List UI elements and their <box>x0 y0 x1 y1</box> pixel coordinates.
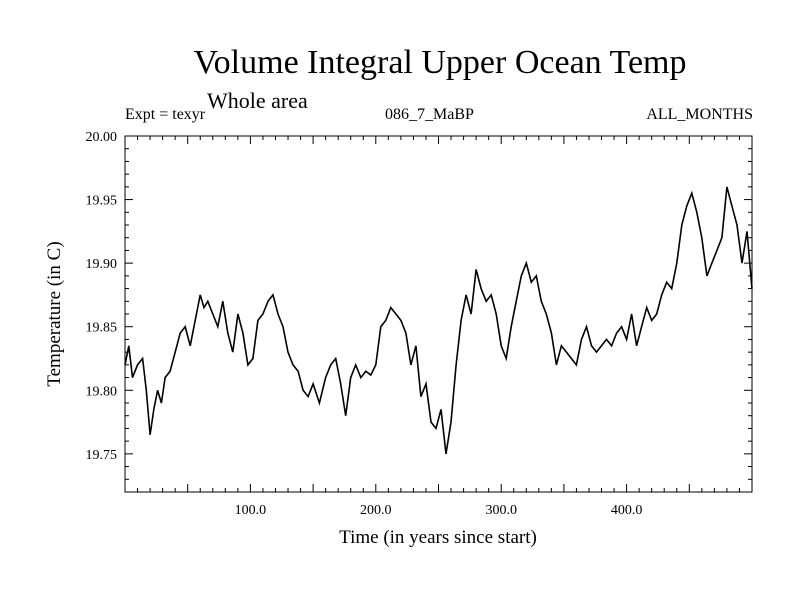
x-tick-label: 100.0 <box>235 503 267 518</box>
y-tick-label: 19.85 <box>86 321 118 336</box>
chart-title: Volume Integral Upper Ocean Temp <box>193 44 687 81</box>
plot-frame <box>124 135 753 493</box>
x-axis: 100.0 200.0 300.0 400.0 <box>137 136 740 518</box>
x-tick-label: 300.0 <box>485 503 517 518</box>
x-axis-label: Time (in years since start) <box>339 527 537 548</box>
series-line <box>124 186 753 455</box>
x-tick-label: 400.0 <box>611 503 643 518</box>
y-tick-label: 19.95 <box>86 194 118 209</box>
months-label: ALL_MONTHS <box>646 106 753 123</box>
experiment-label: Expt = texyr <box>125 106 206 123</box>
y-tick-label: 19.80 <box>86 384 118 399</box>
x-tick-label: 200.0 <box>360 503 392 518</box>
y-axis: 19.75 19.80 19.85 19.90 19.95 20.00 <box>86 130 752 493</box>
y-tick-label: 20.00 <box>86 130 118 145</box>
run-id-label: 086_7_MaBP <box>385 106 474 123</box>
chart-subtitle: Whole area <box>207 88 308 113</box>
y-axis-label: Temperature (in C) <box>44 241 65 386</box>
y-tick-label: 19.90 <box>86 257 118 272</box>
y-tick-label: 19.75 <box>86 448 118 463</box>
